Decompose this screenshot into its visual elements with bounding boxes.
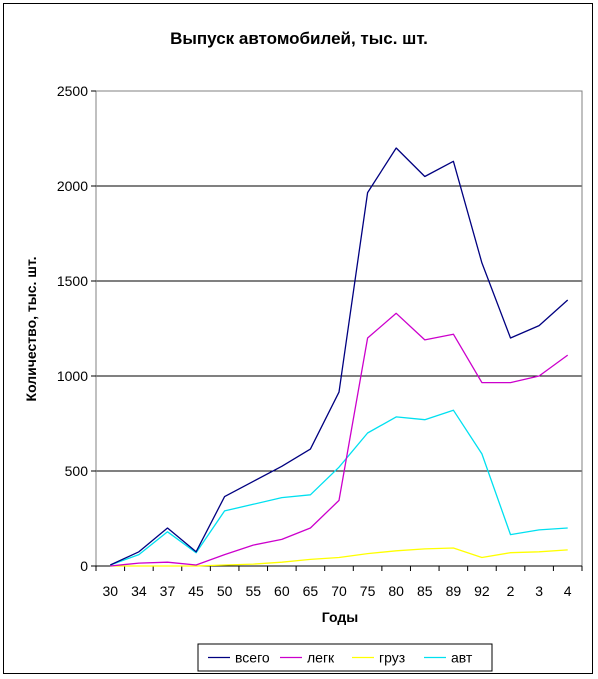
y-tick-label: 2000 [57, 178, 88, 194]
x-tick-label: 89 [446, 583, 462, 599]
series-line-авт [110, 409, 568, 566]
legend-label: авт [451, 650, 473, 666]
x-tick-label: 4 [564, 583, 572, 599]
x-tick-label: 70 [331, 583, 347, 599]
x-tick-label: 37 [160, 583, 176, 599]
x-tick-label: 30 [103, 583, 119, 599]
y-axis-ticks: 0 500 1000 1500 2000 2500 [57, 83, 96, 574]
legend-items: всего легк груз авт [208, 650, 473, 666]
x-tick-label: 92 [474, 583, 490, 599]
x-tick-label: 50 [217, 583, 233, 599]
y-tick-label: 0 [80, 558, 88, 574]
y-tick-label: 500 [65, 463, 89, 479]
x-tick-label: 60 [274, 583, 290, 599]
x-tick-label: 34 [131, 583, 147, 599]
y-tick-label: 2500 [57, 83, 88, 99]
x-tick-label: 2 [507, 583, 515, 599]
chart-title: Выпуск автомобилей, тыс. шт. [170, 29, 428, 48]
x-tick-label: 45 [188, 583, 204, 599]
legend-label: всего [235, 650, 270, 666]
series-lines [110, 147, 569, 567]
chart-frame [3, 3, 593, 674]
x-tick-label: 75 [360, 583, 376, 599]
legend: всего легк груз авт [197, 643, 493, 672]
y-tick-label: 1500 [57, 273, 88, 289]
y-tick-label: 1000 [57, 368, 88, 384]
x-tick-label: 55 [245, 583, 261, 599]
legend-label: легк [307, 650, 335, 666]
x-axis-label: Годы [322, 609, 358, 625]
x-tick-label: 3 [535, 583, 543, 599]
x-tick-label: 65 [303, 583, 319, 599]
series-line-легк [110, 312, 569, 567]
legend-label: груз [379, 650, 405, 666]
x-tick-label: 85 [417, 583, 433, 599]
x-tick-label: 80 [388, 583, 404, 599]
series-line-груз [110, 547, 568, 567]
plot-area [95, 90, 583, 567]
grid-lines [96, 90, 582, 472]
x-axis-ticks: 30 34 37 45 50 55 60 65 70 75 80 85 89 92 2 3 4 [95, 565, 583, 599]
series-line-всего [110, 147, 569, 566]
y-axis-label: Количество, тыс. шт. [23, 257, 39, 402]
